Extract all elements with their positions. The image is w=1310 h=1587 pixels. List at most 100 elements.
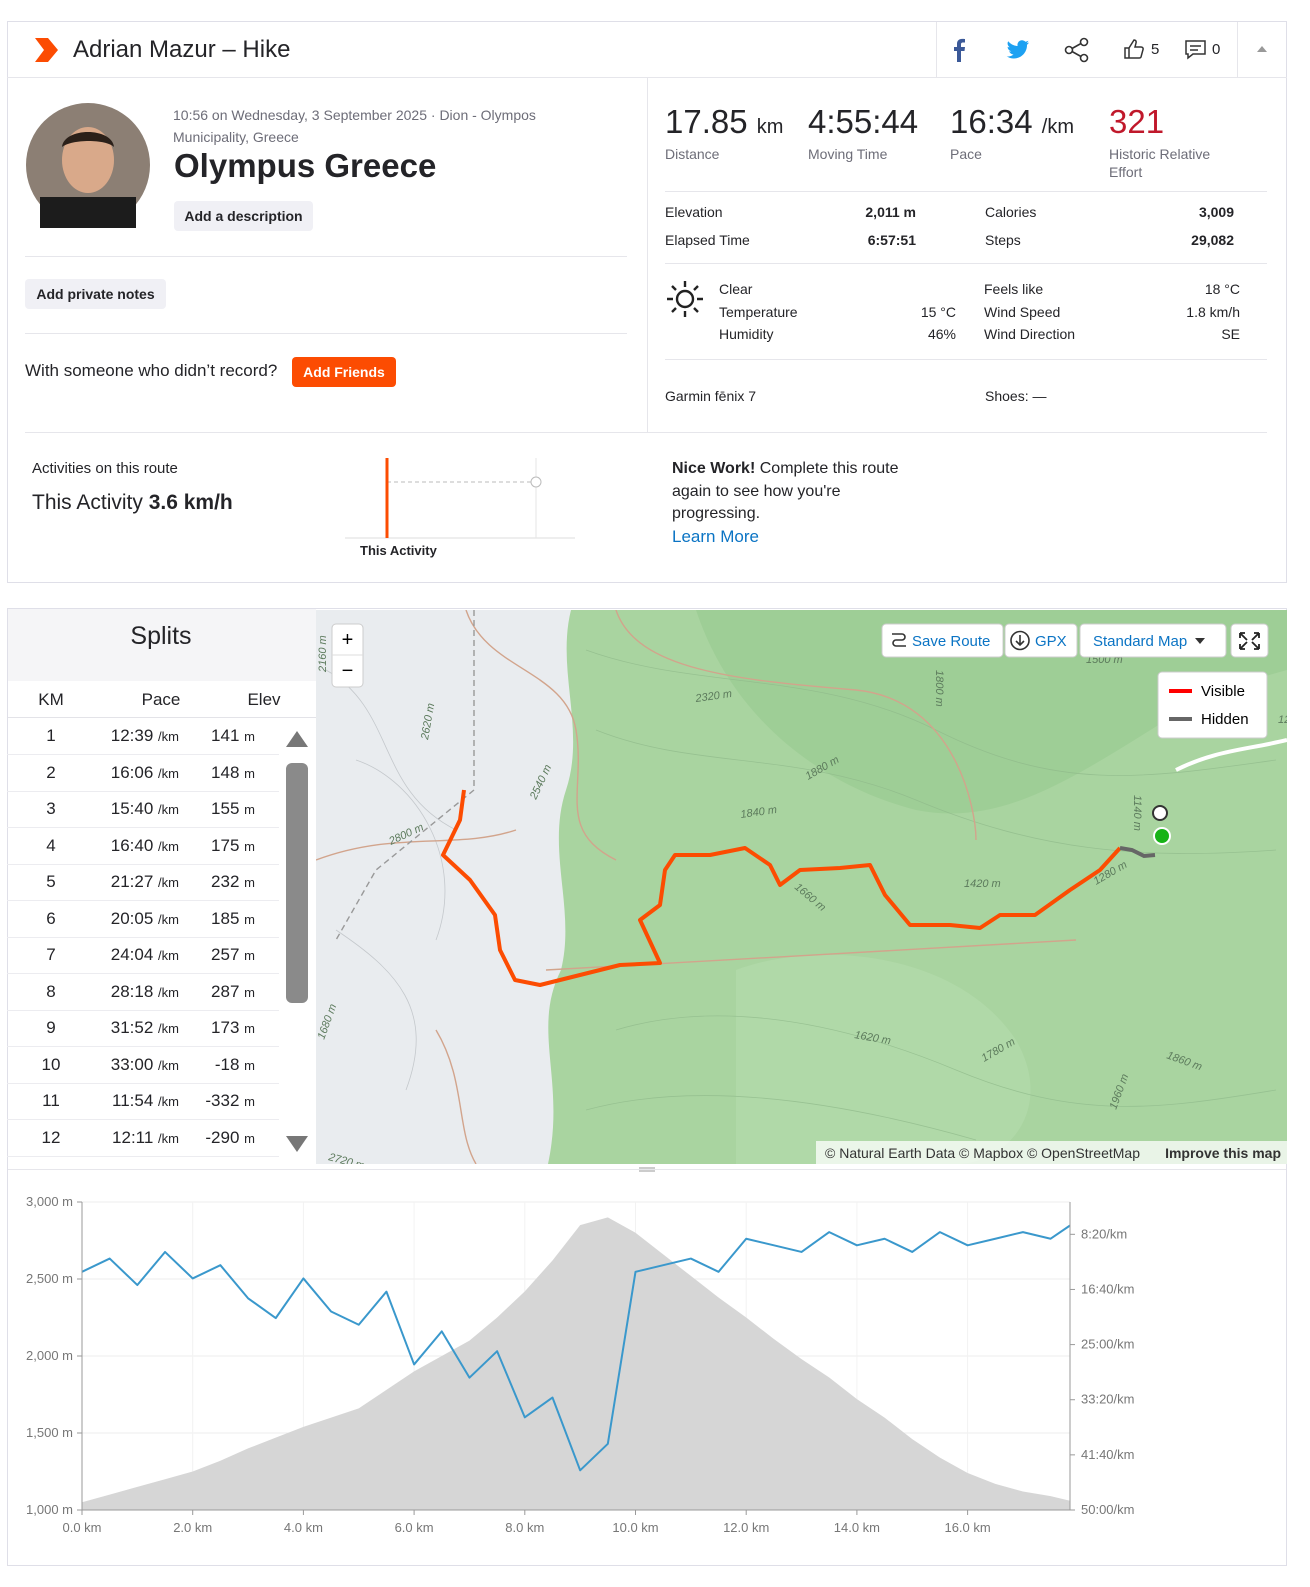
pace-unit: /km <box>158 838 179 854</box>
map-style-button[interactable]: Standard Map <box>1079 623 1227 658</box>
collapse-button[interactable] <box>1255 44 1269 54</box>
split-row: 8 28:18 /km 287 m <box>7 974 279 1011</box>
elev-value: 173 <box>211 1018 240 1037</box>
pace-value: 15:40 <box>110 799 154 818</box>
splits-scrollbar[interactable] <box>284 727 310 1157</box>
twitter-button[interactable] <box>1006 40 1030 60</box>
facebook-button[interactable] <box>948 38 970 62</box>
save-route-label[interactable]: Save Route <box>912 633 990 650</box>
split-pace: 16:06 /km <box>111 763 179 783</box>
map-style-label[interactable]: Standard Map <box>1093 633 1187 650</box>
stat-value: 16:34 /km <box>950 103 1074 141</box>
split-pace: 20:05 /km <box>111 909 179 929</box>
elev-unit: m <box>244 1057 255 1073</box>
legend-label: Visible <box>1201 683 1245 700</box>
split-km: 2 <box>46 762 56 782</box>
stat-number: 4:55:44 <box>808 103 919 140</box>
elev-unit: m <box>244 948 255 963</box>
split-km: 12 <box>41 1127 61 1147</box>
divider <box>25 256 627 257</box>
pace-unit: /km <box>158 1057 179 1073</box>
divider <box>665 263 1267 264</box>
splits-header-bg <box>8 609 316 681</box>
split-elev: 175 m <box>211 836 255 856</box>
split-km: 7 <box>46 945 56 964</box>
pace-value: 31:52 <box>110 1018 154 1037</box>
y-tick-label: 2,500 m <box>26 1271 73 1286</box>
split-elev: 185 m <box>211 909 255 929</box>
split-pace: 21:27 /km <box>111 872 179 892</box>
shoes: Shoes: — <box>985 388 1047 404</box>
zoom-out[interactable]: − <box>342 660 354 682</box>
weather-label: Wind Speed <box>984 303 1061 320</box>
column-header: KM <box>38 690 64 709</box>
finish-marker <box>1152 805 1168 821</box>
column-header: Elev <box>247 690 281 709</box>
stat-value: 17.85 km <box>665 103 783 141</box>
start-marker <box>1153 827 1171 845</box>
map-legend: Visible Hidden <box>1157 671 1268 739</box>
split-elev: -332 m <box>205 1091 255 1111</box>
pace-unit: /km <box>158 911 179 927</box>
message: Complete this route again to see how you… <box>672 460 899 522</box>
share-button[interactable] <box>1064 37 1090 63</box>
split-elev: 155 m <box>211 799 255 819</box>
split-km: 4 <box>46 835 56 855</box>
pace-unit: /km <box>158 729 179 744</box>
gpx-label[interactable]: GPX <box>1035 633 1067 650</box>
header-title: Adrian Mazur – Hike <box>73 36 291 63</box>
pace-unit: /km <box>158 984 179 1000</box>
stat-label: Elapsed Time <box>665 232 750 248</box>
weather-value: 46% <box>927 326 956 342</box>
elev-unit: m <box>244 984 255 1000</box>
split-row: 2 16:06 /km 148 m <box>7 755 279 792</box>
elev-unit: m <box>244 838 255 854</box>
save-route-button[interactable]: Save Route <box>881 623 1004 658</box>
zoom-control[interactable] <box>331 623 364 688</box>
legend-label: Hidden <box>1201 711 1249 728</box>
zoom-in[interactable]: + <box>342 629 354 651</box>
pace-unit: /km <box>158 1021 179 1036</box>
pace-value: 16:06 <box>110 762 154 782</box>
split-km: 9 <box>46 1018 56 1037</box>
split-elev: 148 m <box>211 763 255 783</box>
elev-value: 148 <box>211 762 240 782</box>
avatar <box>26 103 150 228</box>
stat-label: Distance <box>665 146 720 162</box>
x-tick-label: 6.0 km <box>395 1520 434 1535</box>
this-activity-speed: This Activity 3.6 km/h <box>32 491 233 515</box>
add-description-button[interactable]: Add a description <box>174 201 313 231</box>
fullscreen-button[interactable] <box>1230 623 1269 658</box>
split-elev: -18 m <box>215 1055 255 1075</box>
x-tick-label: 2.0 km <box>173 1520 212 1535</box>
learn-more-link[interactable]: Learn More <box>672 526 759 546</box>
improve-map-link[interactable]: Improve this map <box>1165 1145 1281 1161</box>
divider <box>8 1169 1286 1170</box>
elev-value: 141 <box>211 726 240 745</box>
resize-handle[interactable] <box>639 1166 655 1174</box>
y2-tick-label: 41:40/km <box>1081 1447 1134 1462</box>
contour-label: 1140 m <box>1131 795 1143 831</box>
kudos-button[interactable] <box>1123 38 1145 60</box>
stat-value: 3,009 <box>1198 204 1234 220</box>
x-tick-label: 14.0 km <box>834 1520 880 1535</box>
pace-unit: /km <box>158 875 179 890</box>
comment-count: 0 <box>1212 41 1221 58</box>
divider <box>7 77 1287 78</box>
split-row: 12 12:11 /km -290 m <box>7 1120 279 1157</box>
stat-value: 4:55:44 <box>808 103 918 141</box>
gpx-button[interactable]: GPX <box>1004 623 1078 658</box>
comment-button[interactable] <box>1184 39 1208 61</box>
stat-value: 2,011 m <box>865 204 916 220</box>
split-km: 1 <box>46 726 56 745</box>
split-row: 3 15:40 /km 155 m <box>7 791 279 828</box>
pace-value: 33:00 <box>110 1054 154 1074</box>
activity-card <box>7 21 1287 583</box>
kudos-count: 5 <box>1151 41 1160 58</box>
route-hidden-line <box>1119 846 1156 859</box>
split-row: 1 12:39 /km 141 m <box>7 718 279 755</box>
add-friends-button[interactable]: Add Friends <box>292 357 396 387</box>
add-notes-button[interactable]: Add private notes <box>25 279 166 309</box>
pace-value: 11:54 <box>112 1091 154 1110</box>
